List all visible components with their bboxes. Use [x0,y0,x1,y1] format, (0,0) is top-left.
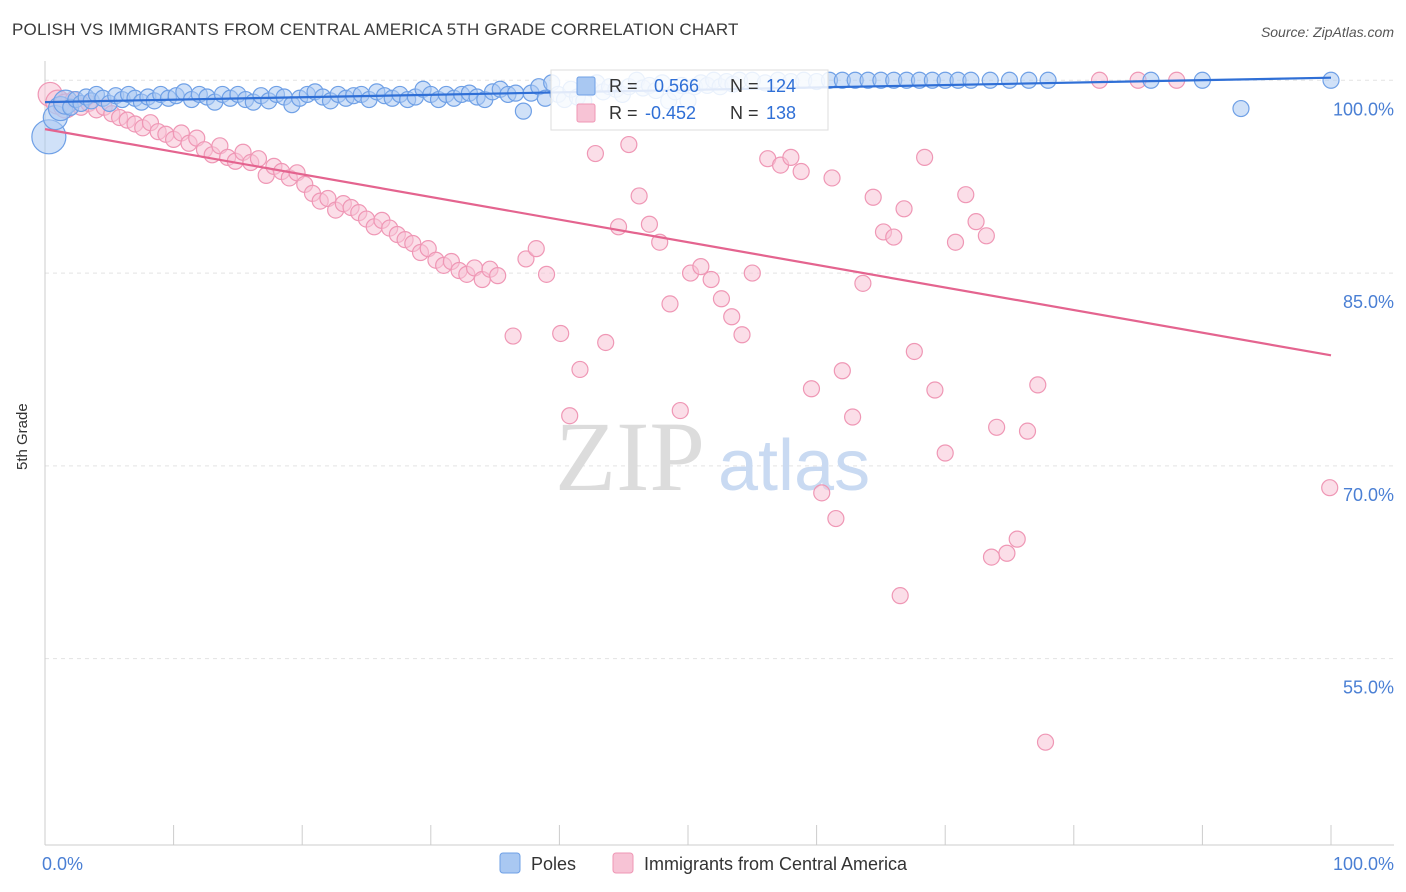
legend-swatch-poles[interactable] [499,852,521,874]
central-america-point-104 [988,418,1006,436]
stats-r-value-poles: 0.566 [654,76,699,96]
central-america-point-110 [827,509,845,528]
central-america-point-84 [782,148,800,166]
tick-labels: 100.0% 85.0% 70.0% 55.0% 0.0% 100.0% [42,99,1394,874]
central-america-point-80 [733,326,751,344]
central-america-point-100 [946,233,965,251]
central-america-point-67 [597,333,615,352]
central-america-point-109 [891,587,909,605]
central-america-point-89 [833,362,851,380]
central-america-point-88 [823,169,841,187]
central-america-point-61 [527,240,545,258]
y-tick-label-0: 100.0% [1333,99,1394,119]
central-america-point-90 [844,408,862,426]
watermark-zip: ZIP [555,401,705,512]
central-america-point-66 [586,144,605,163]
central-america-point-92 [864,188,882,206]
legend-label-poles[interactable]: Poles [531,854,576,874]
central-america-point-58 [489,267,507,285]
central-america-point-63 [552,324,570,343]
central-america-point-91 [854,274,872,292]
poles-point-66 [514,102,532,120]
central-america-point-102 [967,213,985,231]
central-america-point-59 [504,327,522,345]
stats-swatch-central-america [576,103,596,123]
central-america-point-111 [982,548,1001,566]
poles-point-118 [981,71,999,89]
central-america-point-98 [926,381,944,399]
legend-label-central-america[interactable]: Immigrants from Central America [644,854,908,874]
watermark: ZIP atlas [555,401,870,512]
central-america-point-65 [571,360,589,379]
central-america-point-105 [998,544,1016,562]
stats-n-value-central-america: 138 [766,103,796,123]
poles-point-117 [962,71,980,89]
central-america-point-103 [977,227,995,245]
poles-point-121 [1039,71,1057,89]
stats-swatch-poles [576,76,596,96]
trend-line-central-america [44,128,1332,357]
central-america-point-113 [1090,71,1109,89]
central-america-point-96 [905,342,923,361]
central-america-point-62 [537,265,556,283]
central-america-point-81 [743,264,761,282]
central-america-point-95 [895,200,913,218]
bottom-legend: Poles Immigrants from Central America [499,852,908,874]
central-america-point-108 [1029,376,1047,394]
x-tick-label-0: 0.0% [42,854,83,874]
central-america-point-107 [1018,422,1037,440]
stats-n-label-poles: N = [730,76,759,96]
chart-title: POLISH VS IMMIGRANTS FROM CENTRAL AMERIC… [12,20,739,39]
central-america-point-97 [916,148,934,166]
stats-legend: R = 0.566 N = 124 R = -0.452 N = 138 [550,69,829,131]
central-america-point-94 [885,228,903,246]
central-america-point-71 [640,215,659,233]
poles-point-124 [1232,99,1250,118]
central-america-point-77 [702,270,720,289]
central-america-point-27 [249,150,268,168]
central-america-point-78 [712,290,731,308]
central-america-point-60 [517,250,535,268]
central-america-point-70 [630,187,648,205]
stats-r-label-central-america: R = [609,103,638,123]
x-tick-label-1: 100.0% [1333,854,1394,874]
legend-swatch-central-america[interactable] [612,852,634,874]
stats-n-label-central-america: N = [730,103,759,123]
central-america-point-101 [957,186,975,204]
central-america-point-85 [792,162,810,181]
source-label: Source: ZipAtlas.com [1260,24,1394,40]
central-america-point-79 [723,308,741,326]
y-tick-label-1: 85.0% [1343,292,1394,312]
central-america-point-99 [936,444,954,462]
watermark-atlas: atlas [718,426,870,506]
stats-n-value-poles: 124 [766,76,796,96]
stats-legend-frame [550,69,829,131]
series-central-america-points [37,71,1339,751]
stats-r-label-poles: R = [609,76,638,96]
central-america-point-112 [1036,733,1055,751]
stats-r-value-central-america: -0.452 [645,103,696,123]
poles-point-119 [1000,71,1019,89]
central-america-point-74 [671,401,689,420]
central-america-point-64 [561,407,579,425]
poles-point-125 [1322,71,1340,89]
axes [44,61,1394,846]
y-tick-label-3: 55.0% [1343,678,1394,698]
central-america-point-87 [813,484,831,502]
central-america-point-116 [1321,479,1339,497]
y-tick-label-2: 70.0% [1343,485,1394,505]
central-america-point-68 [609,218,628,236]
poles-point-120 [1020,71,1038,89]
central-america-point-106 [1008,530,1026,548]
central-america-point-73 [661,295,679,313]
central-america-point-69 [620,135,638,154]
central-america-point-76 [692,258,710,276]
central-america-point-86 [802,380,821,398]
